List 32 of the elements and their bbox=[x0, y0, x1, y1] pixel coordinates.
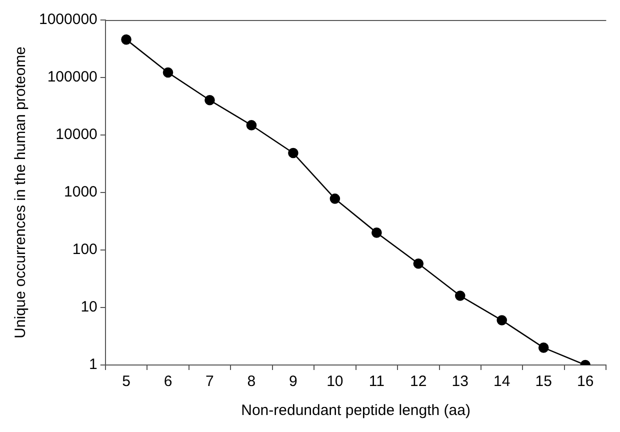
x-tick-label: 11 bbox=[368, 373, 384, 390]
x-tick-label: 14 bbox=[494, 373, 510, 390]
point bbox=[162, 67, 174, 78]
x-tick-label: 8 bbox=[247, 373, 256, 390]
point bbox=[372, 228, 382, 238]
x-tick-label: 7 bbox=[206, 373, 214, 390]
point bbox=[121, 34, 132, 45]
y-tick-label: 1 bbox=[89, 356, 98, 374]
x-tick-label: 12 bbox=[410, 373, 427, 390]
y-axis-title: Unique occurrences in the human proteome bbox=[12, 46, 30, 338]
y-tick-label: 10 bbox=[80, 298, 98, 316]
point bbox=[288, 148, 298, 158]
x-tick-label: 16 bbox=[576, 373, 594, 390]
x-tick-label: 13 bbox=[452, 373, 468, 390]
y-tick-label: 100000 bbox=[47, 68, 98, 86]
x-axis-title: Non-redundant peptide length (aa) bbox=[241, 402, 470, 420]
point bbox=[204, 94, 215, 106]
x-tick-label: 15 bbox=[535, 373, 552, 390]
y-tick-label: 1000000 bbox=[38, 11, 98, 28]
point bbox=[413, 258, 424, 269]
y-tick-label: 1000 bbox=[64, 184, 98, 201]
point bbox=[454, 290, 466, 301]
point bbox=[496, 315, 508, 326]
x-tick-label: 9 bbox=[289, 373, 298, 390]
y-tick-label: 100 bbox=[72, 241, 98, 258]
point bbox=[330, 194, 340, 204]
point bbox=[246, 120, 257, 130]
y-tick-label: 10000 bbox=[56, 126, 98, 144]
x-tick-label: 5 bbox=[122, 373, 130, 390]
point bbox=[538, 342, 549, 353]
x-tick-label: 10 bbox=[326, 373, 344, 390]
x-tick-label: 6 bbox=[164, 373, 172, 390]
